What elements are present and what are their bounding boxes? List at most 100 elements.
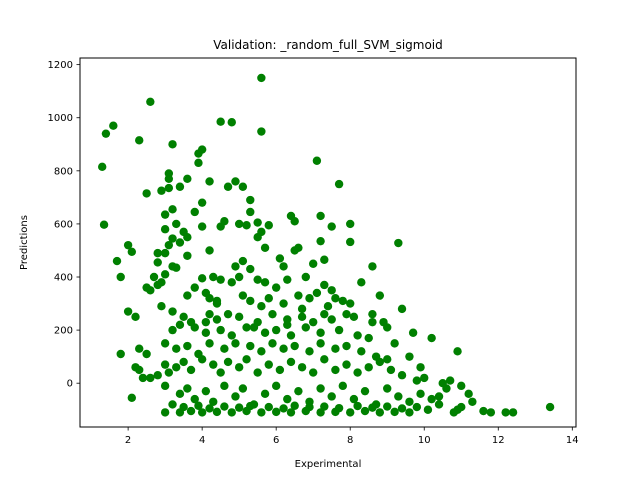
data-point bbox=[231, 339, 240, 348]
data-point bbox=[160, 339, 170, 348]
data-point bbox=[453, 405, 462, 414]
data-point bbox=[405, 397, 414, 406]
data-point bbox=[190, 323, 199, 332]
data-point bbox=[112, 256, 122, 266]
data-point bbox=[175, 238, 185, 247]
data-point bbox=[397, 404, 407, 413]
data-point bbox=[294, 386, 303, 396]
data-point bbox=[146, 373, 155, 383]
data-point bbox=[334, 325, 344, 335]
chart-title: Validation: _random_full_SVM_sigmoid bbox=[213, 38, 443, 52]
data-point bbox=[368, 262, 377, 271]
data-point bbox=[197, 274, 207, 283]
data-point bbox=[253, 232, 262, 242]
data-point bbox=[368, 309, 377, 319]
data-point bbox=[268, 309, 277, 319]
data-point bbox=[260, 328, 270, 337]
data-point bbox=[405, 352, 414, 361]
data-point bbox=[194, 158, 203, 168]
data-point bbox=[405, 408, 414, 417]
data-point bbox=[183, 232, 192, 242]
data-point bbox=[264, 402, 273, 412]
data-point bbox=[201, 317, 211, 327]
x-tick-label: 8 bbox=[347, 435, 353, 446]
data-point bbox=[246, 401, 255, 411]
data-point bbox=[479, 406, 488, 416]
data-point bbox=[160, 210, 170, 219]
data-point bbox=[246, 207, 255, 217]
data-point bbox=[127, 247, 137, 256]
data-point bbox=[205, 309, 214, 319]
data-point bbox=[168, 325, 177, 335]
data-point bbox=[346, 299, 355, 308]
data-point bbox=[368, 317, 377, 327]
data-point bbox=[301, 323, 310, 332]
data-point bbox=[220, 381, 229, 391]
data-point bbox=[253, 275, 262, 284]
data-point bbox=[242, 221, 251, 230]
data-point bbox=[457, 381, 466, 391]
data-point bbox=[260, 243, 270, 253]
data-point bbox=[357, 278, 366, 287]
x-tick-label: 10 bbox=[418, 435, 431, 446]
data-point bbox=[286, 357, 296, 367]
data-point bbox=[327, 286, 336, 295]
data-point bbox=[305, 347, 314, 356]
data-point bbox=[246, 296, 255, 306]
data-point bbox=[464, 389, 473, 399]
data-point bbox=[260, 278, 270, 287]
x-tick-label: 6 bbox=[273, 435, 279, 446]
data-point bbox=[279, 299, 288, 308]
data-point bbox=[353, 401, 362, 411]
data-point bbox=[231, 262, 240, 271]
data-point bbox=[305, 294, 314, 303]
data-point bbox=[249, 323, 259, 332]
data-point bbox=[234, 219, 244, 229]
data-point bbox=[275, 365, 285, 375]
data-point bbox=[257, 347, 266, 356]
y-tick-label: 800 bbox=[54, 166, 73, 177]
data-point bbox=[383, 384, 392, 393]
data-point bbox=[142, 189, 151, 198]
data-point bbox=[205, 177, 214, 186]
data-point bbox=[197, 222, 207, 231]
data-point bbox=[183, 251, 192, 260]
data-point bbox=[209, 360, 218, 369]
data-point bbox=[168, 400, 177, 409]
data-point bbox=[420, 373, 429, 383]
data-point bbox=[312, 156, 322, 165]
data-point bbox=[320, 255, 329, 264]
data-point bbox=[190, 394, 199, 404]
data-point bbox=[216, 325, 225, 335]
data-point bbox=[390, 339, 399, 348]
data-point bbox=[327, 392, 336, 401]
data-point bbox=[186, 406, 196, 416]
x-tick-label: 14 bbox=[566, 435, 579, 446]
data-point bbox=[383, 402, 392, 411]
data-point bbox=[368, 403, 377, 412]
data-point bbox=[194, 149, 203, 158]
y-axis: 0 200 400 600 800 1000 1200 bbox=[48, 60, 80, 390]
data-point bbox=[135, 365, 144, 375]
data-point bbox=[283, 275, 292, 284]
data-point bbox=[164, 368, 174, 377]
data-point bbox=[346, 219, 355, 229]
data-point bbox=[338, 296, 348, 306]
x-axis: 2 4 6 8 10 12 14 bbox=[125, 427, 579, 446]
data-point bbox=[190, 283, 199, 292]
data-point bbox=[427, 333, 436, 343]
data-point bbox=[205, 339, 214, 348]
data-point bbox=[353, 368, 362, 377]
data-point bbox=[157, 302, 166, 311]
data-point bbox=[427, 394, 436, 404]
data-point bbox=[101, 129, 111, 138]
data-point bbox=[379, 317, 388, 327]
data-point bbox=[160, 360, 170, 369]
data-point bbox=[253, 218, 262, 227]
data-point bbox=[349, 394, 359, 404]
data-point bbox=[268, 339, 277, 348]
data-point bbox=[216, 117, 225, 126]
data-point bbox=[412, 376, 422, 385]
data-point bbox=[153, 371, 162, 380]
data-point bbox=[216, 222, 225, 231]
